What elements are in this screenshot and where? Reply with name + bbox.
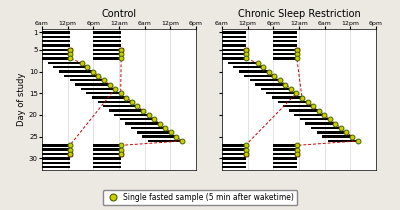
Bar	[42, 53, 70, 55]
Bar	[42, 161, 70, 164]
Bar	[93, 161, 121, 164]
Bar	[273, 49, 297, 51]
Bar	[273, 57, 297, 60]
Bar	[131, 127, 165, 129]
Bar	[294, 114, 324, 116]
Bar	[273, 166, 297, 168]
Title: Control: Control	[102, 9, 136, 19]
Bar	[93, 44, 121, 47]
Bar	[93, 144, 121, 147]
Bar	[311, 127, 341, 129]
Bar	[273, 148, 297, 151]
Bar	[59, 70, 93, 73]
Bar	[273, 35, 297, 38]
Bar	[93, 49, 121, 51]
Bar	[300, 118, 330, 121]
Bar	[93, 166, 121, 168]
Bar	[42, 153, 70, 155]
Bar	[273, 53, 297, 55]
Bar	[42, 166, 70, 168]
Bar	[86, 92, 121, 94]
Bar	[289, 109, 319, 112]
Bar	[93, 31, 121, 34]
Bar	[53, 66, 87, 68]
Bar	[148, 140, 182, 142]
Bar	[48, 62, 82, 64]
Bar	[273, 31, 297, 34]
Title: Chronic Sleep Restriction: Chronic Sleep Restriction	[238, 9, 360, 19]
Legend: Single fasted sample (5 min after waketime): Single fasted sample (5 min after waketi…	[103, 190, 297, 205]
Bar	[42, 40, 70, 42]
Bar	[93, 40, 121, 42]
Bar	[328, 140, 358, 142]
Bar	[261, 88, 291, 90]
Bar	[316, 131, 346, 134]
Bar	[266, 92, 296, 94]
Bar	[114, 114, 148, 116]
Bar	[93, 57, 121, 60]
Bar	[222, 44, 246, 47]
Bar	[93, 53, 121, 55]
Bar	[42, 148, 70, 151]
Bar	[222, 40, 246, 42]
Bar	[322, 135, 352, 138]
Bar	[142, 135, 176, 138]
Bar	[244, 75, 274, 77]
Bar	[228, 62, 258, 64]
Bar	[222, 53, 246, 55]
Bar	[64, 75, 98, 77]
Bar	[93, 157, 121, 160]
Bar	[75, 83, 110, 86]
Bar	[273, 144, 297, 147]
Y-axis label: Day of study: Day of study	[17, 73, 26, 126]
Bar	[278, 101, 308, 103]
Bar	[93, 148, 121, 151]
Bar	[233, 66, 263, 68]
Bar	[272, 96, 302, 99]
Bar	[42, 157, 70, 160]
Bar	[81, 88, 115, 90]
Bar	[42, 57, 70, 60]
Bar	[306, 122, 335, 125]
Bar	[273, 153, 297, 155]
Bar	[42, 31, 70, 34]
Bar	[98, 101, 132, 103]
Bar	[273, 161, 297, 164]
Bar	[222, 49, 246, 51]
Bar	[109, 109, 143, 112]
Bar	[42, 35, 70, 38]
Bar	[222, 35, 246, 38]
Bar	[273, 157, 297, 160]
Bar	[42, 44, 70, 47]
Bar	[222, 161, 246, 164]
Bar	[222, 153, 246, 155]
Bar	[250, 79, 280, 81]
Bar	[93, 153, 121, 155]
Bar	[222, 31, 246, 34]
Bar	[92, 96, 126, 99]
Bar	[93, 35, 121, 38]
Bar	[103, 105, 137, 108]
Bar	[273, 40, 297, 42]
Bar	[255, 83, 285, 86]
Bar	[222, 57, 246, 60]
Bar	[222, 157, 246, 160]
Bar	[42, 49, 70, 51]
Bar	[136, 131, 171, 134]
Bar	[283, 105, 313, 108]
Bar	[126, 122, 160, 125]
Bar	[239, 70, 269, 73]
Bar	[70, 79, 104, 81]
Bar	[120, 118, 154, 121]
Bar	[222, 148, 246, 151]
Bar	[273, 44, 297, 47]
Bar	[222, 144, 246, 147]
Bar	[222, 166, 246, 168]
Bar	[42, 144, 70, 147]
